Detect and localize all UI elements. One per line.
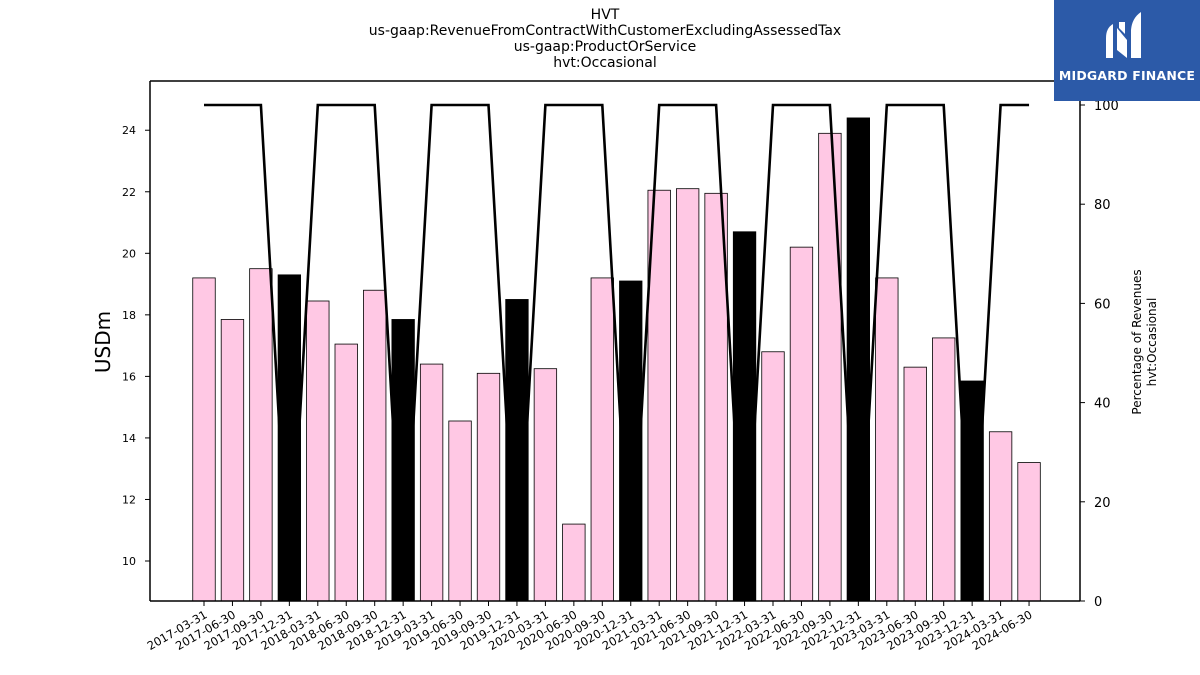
bar-2022-03-31: [761, 351, 785, 602]
bar-2021-06-30: [676, 188, 700, 602]
bar-2022-06-30: [789, 246, 814, 602]
y2-tick-label: 20: [1094, 496, 1111, 511]
bar-2020-09-30: [590, 277, 614, 602]
y2-tick-label: 100: [1094, 99, 1119, 114]
y2-tick-label: 80: [1094, 198, 1111, 213]
y-tick-label: 24: [122, 124, 136, 137]
bar-2023-03-31: [875, 277, 899, 602]
logo-text: MIDGARD FINANCE: [1058, 68, 1196, 83]
y2-tick-label: 60: [1094, 297, 1111, 312]
bar-2019-03-31: [419, 363, 444, 602]
y-tick-label: 22: [122, 186, 136, 199]
chart-title-line-2: us-gaap:RevenueFromContractWithCustomerE…: [368, 23, 842, 39]
bar-2018-06-30: [334, 343, 358, 602]
bar-2023-12-31: [960, 380, 984, 602]
bar-2019-09-30: [476, 372, 501, 602]
bar-2017-09-30: [249, 268, 273, 602]
y2-tick-label: 40: [1094, 397, 1111, 412]
y-tick-label: 10: [122, 555, 136, 568]
bar-2021-12-31: [732, 231, 757, 602]
bar-2023-09-30: [932, 337, 956, 602]
bar-2018-03-31: [306, 300, 330, 602]
bar-2020-06-30: [562, 523, 586, 602]
bar-2020-03-31: [533, 368, 558, 602]
bar-2018-09-30: [363, 289, 387, 602]
line-layer: [204, 103, 1030, 602]
y-axis-label: USDm: [91, 311, 115, 373]
y2-tick-label: 0: [1094, 595, 1102, 610]
y2-axis-label-line-2: hvt:Occasional: [1145, 298, 1159, 387]
y2-axis-label-line-1: Percentage of Revenues: [1130, 269, 1144, 414]
bar-2019-06-30: [448, 420, 472, 602]
chart-title-line-1: HVT: [590, 7, 620, 23]
midgard-logo-icon: [1106, 12, 1141, 58]
chart-title-line-4: hvt:Occasional: [553, 55, 657, 71]
bar-2024-06-30: [1017, 462, 1041, 602]
bar-2022-12-31: [846, 117, 870, 602]
bar-2017-12-31: [277, 274, 302, 602]
y-tick-label: 20: [122, 247, 136, 260]
bar-2023-06-30: [903, 366, 927, 602]
chart-title-line-3: us-gaap:ProductOrService: [513, 39, 697, 55]
bar-2017-03-31: [192, 277, 216, 602]
y-tick-label: 14: [122, 432, 136, 445]
bar-2022-09-30: [818, 132, 842, 602]
y-tick-label: 16: [122, 370, 136, 383]
axes-layer: [149, 80, 1081, 602]
y-tick-label: 18: [122, 309, 136, 322]
midgard-finance-logo: MIDGARD FINANCE: [1054, 0, 1200, 101]
bar-2020-12-31: [619, 280, 643, 602]
y-tick-label: 12: [122, 493, 136, 506]
bar-2017-06-30: [220, 319, 245, 602]
bars-layer: [192, 117, 1041, 602]
percentage-line: [204, 103, 1030, 602]
bar-2024-03-31: [988, 431, 1013, 602]
